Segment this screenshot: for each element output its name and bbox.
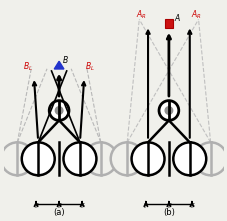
Text: F: F: [143, 203, 147, 209]
Circle shape: [55, 107, 63, 114]
Text: F: F: [166, 203, 170, 209]
Circle shape: [1, 142, 34, 175]
Text: $A_R$: $A_R$: [136, 9, 146, 21]
Circle shape: [49, 101, 69, 120]
Polygon shape: [54, 61, 64, 69]
Circle shape: [193, 142, 226, 175]
Circle shape: [158, 101, 178, 120]
Text: F: F: [189, 203, 193, 209]
Text: $B_L$: $B_L$: [23, 61, 33, 73]
Circle shape: [164, 107, 172, 114]
Text: (b): (b): [162, 208, 174, 217]
Bar: [164, 19, 173, 28]
Text: $B$: $B$: [62, 55, 68, 65]
Circle shape: [110, 142, 143, 175]
Circle shape: [131, 142, 164, 175]
Text: (a): (a): [53, 208, 65, 217]
Text: $A$: $A$: [174, 12, 181, 23]
Text: $A_R$: $A_R$: [190, 9, 201, 21]
Text: F: F: [57, 203, 61, 209]
Text: F: F: [80, 203, 84, 209]
Circle shape: [173, 142, 205, 175]
Text: F: F: [34, 203, 38, 209]
Circle shape: [63, 142, 96, 175]
Circle shape: [22, 142, 54, 175]
Circle shape: [84, 142, 117, 175]
Text: $B_L$: $B_L$: [85, 61, 95, 73]
